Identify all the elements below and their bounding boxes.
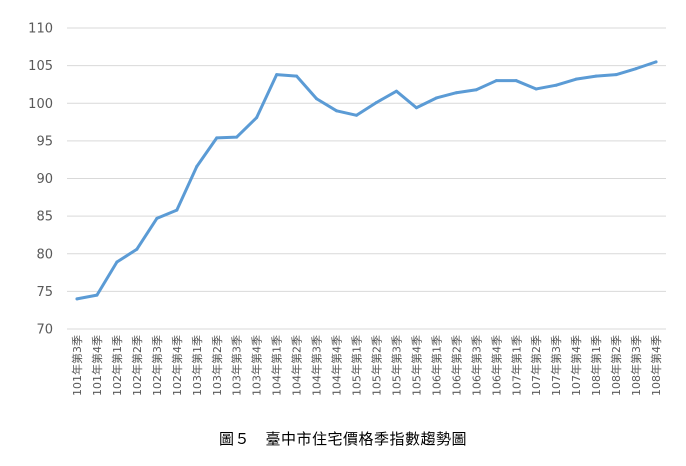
x-tick-label: 107年第1季 xyxy=(509,335,523,396)
data-point xyxy=(195,164,199,168)
data-point xyxy=(235,135,239,139)
x-tick-label: 103年第2季 xyxy=(210,335,224,396)
data-point xyxy=(95,293,99,297)
x-tick-label: 106年第1季 xyxy=(429,335,443,396)
x-tick-label: 105年第2季 xyxy=(369,335,383,396)
data-point xyxy=(215,136,219,140)
data-point xyxy=(454,91,458,95)
x-tick-label: 104年第3季 xyxy=(310,335,324,396)
x-tick-label: 104年第4季 xyxy=(330,335,344,396)
data-point xyxy=(374,101,378,104)
x-tick-label: 103年第4季 xyxy=(250,335,264,396)
data-point xyxy=(654,60,658,64)
x-tick-label: 102年第1季 xyxy=(110,335,124,396)
series-layer xyxy=(75,60,658,301)
x-tick-label: 106年第4季 xyxy=(489,335,503,396)
x-tick-label: 102年第2季 xyxy=(130,335,144,396)
series-line xyxy=(75,60,658,301)
x-tick-label: 108年第4季 xyxy=(649,335,663,396)
y-tick-label: 90 xyxy=(36,172,53,187)
data-point xyxy=(574,77,578,81)
y-tick-label: 75 xyxy=(36,285,53,300)
x-tick-label: 103年第1季 xyxy=(190,335,204,396)
x-tick-label: 105年第3季 xyxy=(389,335,403,396)
data-point xyxy=(534,87,538,91)
data-point xyxy=(414,106,418,110)
y-tick-label: 100 xyxy=(28,97,53,112)
line-chart: 70 75 80 85 90 95 100 105 110 101年第3季 101年第4季 102年… xyxy=(28,22,666,396)
data-point xyxy=(594,74,598,78)
data-point xyxy=(115,260,119,264)
x-tick-label: 102年第4季 xyxy=(170,335,184,396)
data-point xyxy=(295,74,299,78)
y-tick-label: 95 xyxy=(36,134,53,149)
x-tick-label: 103年第3季 xyxy=(230,335,244,396)
x-tick-label: 106年第2季 xyxy=(449,335,463,396)
y-axis-tick-labels: 70 75 80 85 90 95 100 105 110 xyxy=(28,22,53,338)
data-point xyxy=(355,113,359,117)
y-tick-label: 105 xyxy=(28,59,53,74)
x-tick-label: 106年第3季 xyxy=(469,335,483,396)
x-tick-label: 104年第1季 xyxy=(270,335,284,396)
data-point xyxy=(175,208,179,212)
data-point xyxy=(514,79,518,83)
data-point xyxy=(315,97,319,101)
x-tick-label: 101年第3季 xyxy=(70,335,84,396)
x-tick-label: 101年第4季 xyxy=(90,335,104,396)
x-tick-label: 108年第3季 xyxy=(629,335,643,396)
x-tick-label: 105年第4季 xyxy=(409,335,423,396)
x-tick-label: 107年第3季 xyxy=(549,335,563,396)
data-point xyxy=(614,73,618,77)
x-tick-label: 107年第4季 xyxy=(569,335,583,396)
x-tick-label: 107年第2季 xyxy=(529,335,543,396)
data-point xyxy=(394,89,398,93)
data-point xyxy=(474,88,478,92)
x-axis-tick-labels: 101年第3季 101年第4季 102年第1季 102年第2季 102年第3季 102年第… xyxy=(70,335,663,396)
data-point xyxy=(554,83,558,87)
data-point xyxy=(275,73,279,77)
data-point xyxy=(75,297,79,301)
gridlines xyxy=(67,27,666,330)
y-tick-label: 85 xyxy=(36,210,53,225)
x-tick-label: 108年第2季 xyxy=(609,335,623,396)
y-tick-label: 110 xyxy=(28,22,53,37)
y-tick-label: 70 xyxy=(36,323,53,338)
x-tick-label: 102年第3季 xyxy=(150,335,164,396)
data-point xyxy=(155,216,159,220)
y-tick-label: 80 xyxy=(36,247,53,262)
data-point xyxy=(335,109,339,113)
x-tick-label: 104年第2季 xyxy=(290,335,304,396)
data-point xyxy=(255,116,259,120)
x-tick-label: 108年第1季 xyxy=(589,335,603,396)
x-tick-label: 105年第1季 xyxy=(350,335,364,396)
data-point xyxy=(634,67,638,71)
data-point xyxy=(135,247,139,251)
data-point xyxy=(434,96,438,100)
figure-caption: 圖５ 臺中市住宅價格季指數趨勢圖 xyxy=(218,430,467,448)
data-point xyxy=(494,79,498,83)
